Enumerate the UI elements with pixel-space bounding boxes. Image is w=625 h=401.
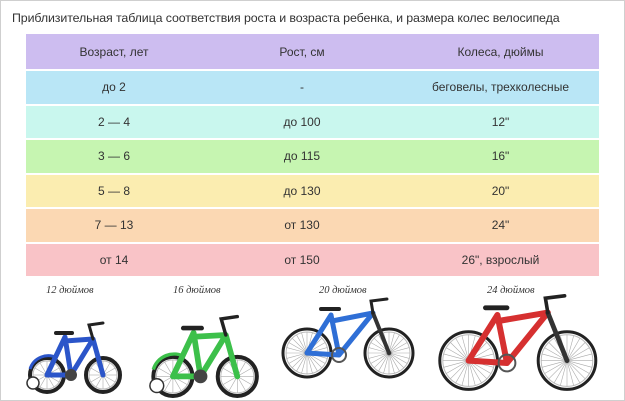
table-row: 7 — 13 от 130 24" (26, 209, 599, 242)
age-cell: 7 — 13 (94, 218, 134, 233)
wheels-cell: 16" (491, 149, 510, 164)
height-cell: - (300, 80, 304, 95)
kids-bike-12-icon (26, 321, 122, 394)
wheels-cell: 26", взрослый (461, 252, 540, 267)
column-header-height: Рост, см (279, 44, 325, 59)
bike-illustrations: 12 дюймов 16 дюймов 20 дюймов 24 дюймов (1, 279, 625, 398)
table-row: 2 — 4 до 100 12" (26, 105, 599, 138)
bike-label-16: 16 дюймов (173, 285, 221, 296)
height-cell: до 100 (283, 114, 321, 129)
column-header-age: Возраст, лет (79, 44, 149, 59)
mountain-bike-20-icon (281, 297, 415, 379)
page-title: Приблизительная таблица соответствия рос… (12, 11, 560, 25)
age-cell: 3 — 6 (97, 149, 130, 164)
bike-label-20: 20 дюймов (319, 285, 367, 296)
height-cell: до 115 (283, 149, 321, 164)
age-cell: 5 — 8 (97, 183, 130, 198)
column-header-wheels: Колеса, дюймы (457, 44, 544, 59)
bike-label-24: 24 дюймов (487, 285, 535, 296)
age-cell: от 14 (99, 252, 129, 267)
kids-bike-16-icon (149, 314, 259, 398)
size-table: Возраст, лет Рост, см Колеса, дюймы до 2… (26, 34, 599, 276)
table-row: до 2 - беговелы, трехколесные (26, 71, 599, 104)
table-row: 5 — 8 до 130 20" (26, 174, 599, 207)
mountain-bike-24-icon (438, 294, 598, 391)
wheels-cell: 24" (491, 218, 510, 233)
table-header-row: Возраст, лет Рост, см Колеса, дюймы (26, 34, 599, 69)
height-cell: от 150 (284, 252, 320, 267)
wheels-cell: 20" (491, 183, 510, 198)
age-cell: 2 — 4 (97, 114, 130, 129)
table-row: от 14 от 150 26", взрослый (26, 243, 599, 276)
wheels-cell: 12" (491, 114, 510, 129)
bike-label-12: 12 дюймов (46, 285, 94, 296)
age-cell: до 2 (102, 80, 126, 95)
height-cell: от 130 (284, 218, 320, 233)
wheels-cell: беговелы, трехколесные (432, 80, 569, 95)
table-row: 3 — 6 до 115 16" (26, 140, 599, 173)
height-cell: до 130 (283, 183, 321, 198)
